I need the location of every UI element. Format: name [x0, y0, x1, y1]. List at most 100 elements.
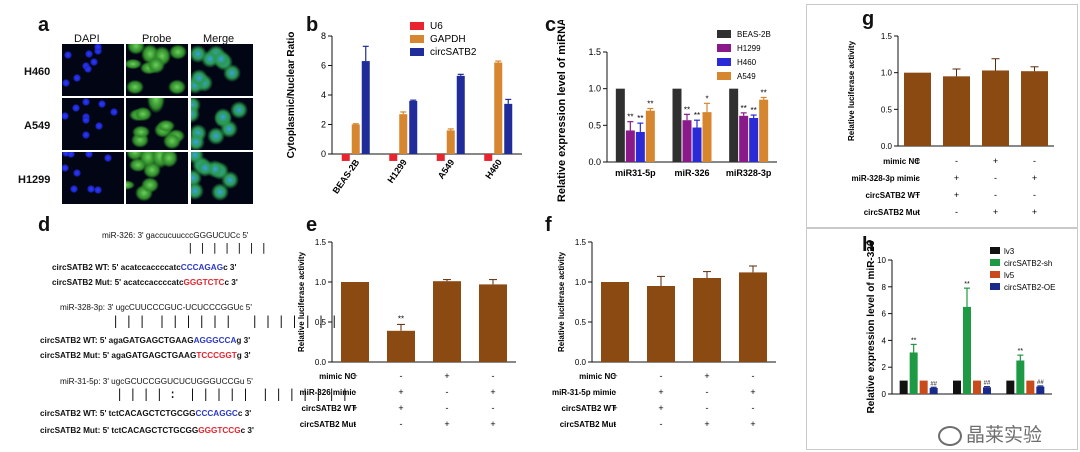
- significance-mark: **: [964, 281, 970, 288]
- treatment-sign: +: [915, 190, 920, 200]
- bar-circsatb2-oe: [983, 387, 991, 394]
- bar-a549: [645, 110, 655, 162]
- bar-lv3: [953, 380, 961, 394]
- y-tick-label: 0.5: [881, 105, 893, 114]
- panel-c-chart: 0.0 0.5 1.0 1.5 Relative expression level of…: [556, 20, 777, 202]
- y-tick-label: 1.5: [575, 238, 587, 247]
- mir328-mut-site: circSATB2 Mut: 5' agaGATGAGCTGAAGTCCCGGT…: [40, 351, 251, 360]
- legend-label: lv5: [1004, 271, 1015, 280]
- treatment-sign: +: [750, 387, 755, 397]
- mir328-mut-prefix: circSATB2 Mut: 5' agaGATGAGCTGAAG: [40, 351, 197, 360]
- bar-h460: [749, 118, 759, 162]
- micrograph-h460-dapi: [62, 44, 124, 96]
- treatment-sign: +: [612, 371, 617, 381]
- treatment-sign: -: [955, 156, 958, 166]
- mir328-pairing: | | | | | | | | | | | | | | | |: [112, 314, 338, 328]
- mir31-wt-prefix: circSATB2 WT: 5' tctCACAGCTCTGCGG: [40, 409, 196, 418]
- mir328-sequence: miR-328-3p: 3' ugcCUUCCCGUC-UCUCCCGGUc 5…: [60, 303, 252, 312]
- treatment-sign: -: [614, 387, 617, 397]
- treatment-label: circSATB2 Mut: [560, 420, 617, 429]
- treatment-sign: +: [444, 371, 449, 381]
- bar-gapdh: [399, 114, 408, 154]
- micrograph-a549-probe: [126, 98, 188, 150]
- treatment-sign: +: [954, 173, 959, 183]
- y-tick-label: 6: [321, 61, 326, 71]
- treatment-sign: -: [354, 419, 357, 429]
- legend-label: circSATB2-sh: [1004, 259, 1052, 268]
- mir31-mut-binding: GGGTCCG: [198, 426, 241, 435]
- micrograph-h1299-dapi: [62, 152, 124, 204]
- luciferase-bar: [479, 284, 507, 362]
- y-tick-label: 0.5: [575, 318, 587, 327]
- y-tick-label: 0: [882, 390, 887, 399]
- treatment-label: mimic NC: [883, 157, 920, 166]
- treatment-sign: -: [1033, 156, 1036, 166]
- micrograph-h1299-merge: [191, 152, 253, 204]
- y-axis-label: Cytoplasmic/Nuclear Ratio: [286, 32, 297, 159]
- treatment-label: circSATB2 Mut: [864, 208, 921, 217]
- y-tick-label: 0.0: [315, 358, 327, 367]
- mir328-wt-binding: AGGGCCA: [193, 336, 237, 345]
- mir326-pairing: | | | | | | |: [187, 241, 267, 254]
- treatment-sign: +: [954, 190, 959, 200]
- panel-label-c: c: [545, 14, 557, 36]
- legend-swatch: [990, 283, 1000, 290]
- panel-h-frame: [806, 228, 1078, 450]
- treatment-sign: -: [492, 371, 495, 381]
- significance-mark: ##: [984, 381, 991, 387]
- panel-b-chart: 0 2 4 6 8 Cytoplasmic/Nuclear Ratio BEAS-2B H12…: [286, 21, 522, 196]
- legend-swatch: [717, 58, 731, 66]
- treatment-sign: +: [352, 403, 357, 413]
- bar-circsatb2: [409, 100, 418, 154]
- panel-label-d: d: [38, 214, 51, 236]
- y-tick-label: 1.0: [575, 278, 587, 287]
- watermark-label: 晶莱实验: [966, 424, 1043, 446]
- x-tick-label: miR328-3p: [726, 168, 772, 178]
- treatment-sign: -: [752, 371, 755, 381]
- y-tick-label: 8: [321, 31, 326, 41]
- bar-h460: [635, 131, 645, 162]
- bar-h1299: [625, 130, 635, 162]
- legend-label: GAPDH: [430, 34, 466, 45]
- bar-u6: [436, 154, 445, 161]
- column-label-dapi: DAPI: [74, 33, 100, 45]
- bar-circsatb2: [361, 61, 370, 155]
- panel-f-chart: 0.0 0.5 1.0 1.5 Relative luciferase activity…: [552, 238, 776, 429]
- treatment-sign: +: [750, 419, 755, 429]
- panel-label-e: e: [306, 214, 318, 236]
- significance-mark: **: [684, 105, 690, 114]
- legend-label: BEAS-2B: [737, 30, 771, 39]
- treatment-sign: +: [704, 371, 709, 381]
- bar-circsatb2-sh: [963, 306, 971, 394]
- legend-label: circSATB2-OE: [1004, 283, 1055, 292]
- mir328-mut-suffix: g 3': [236, 351, 251, 360]
- panel-label-a: a: [38, 14, 50, 36]
- y-tick-label: 4: [882, 336, 887, 345]
- mir31-mut-site: circSATB2 Mut: 5' tctCACAGCTCTGCGGGGGTCC…: [40, 426, 254, 435]
- treatment-sign: +: [915, 156, 920, 166]
- row-label-h460: H460: [24, 66, 51, 78]
- y-tick-label: 1.5: [588, 47, 601, 57]
- bar-beas-2b: [672, 88, 682, 162]
- treatment-sign: -: [614, 419, 617, 429]
- bar-h1299: [682, 120, 692, 162]
- y-axis-label: Relative luciferase activity: [557, 251, 566, 352]
- x-tick-label: miR-326: [674, 168, 709, 178]
- legend-swatch: [410, 48, 424, 56]
- treatment-sign: -: [446, 403, 449, 413]
- treatment-sign: -: [955, 207, 958, 217]
- legend-swatch: [717, 72, 731, 80]
- treatment-sign: -: [916, 207, 919, 217]
- y-tick-label: 2: [882, 363, 887, 372]
- panel-e-chart: 0.0 0.5 1.0 1.5 Relative luciferase activity…: [297, 238, 516, 429]
- treatment-sign: +: [352, 371, 357, 381]
- bar-h1299: [739, 115, 749, 162]
- bar-circsatb2: [504, 103, 513, 154]
- significance-mark: **: [1018, 348, 1024, 355]
- bar-u6: [389, 154, 398, 161]
- treatment-sign: -: [916, 173, 919, 183]
- significance-mark: **: [761, 88, 767, 97]
- legend-swatch: [410, 35, 424, 43]
- treatment-sign: +: [1032, 173, 1037, 183]
- y-tick-label: 1.5: [315, 238, 327, 247]
